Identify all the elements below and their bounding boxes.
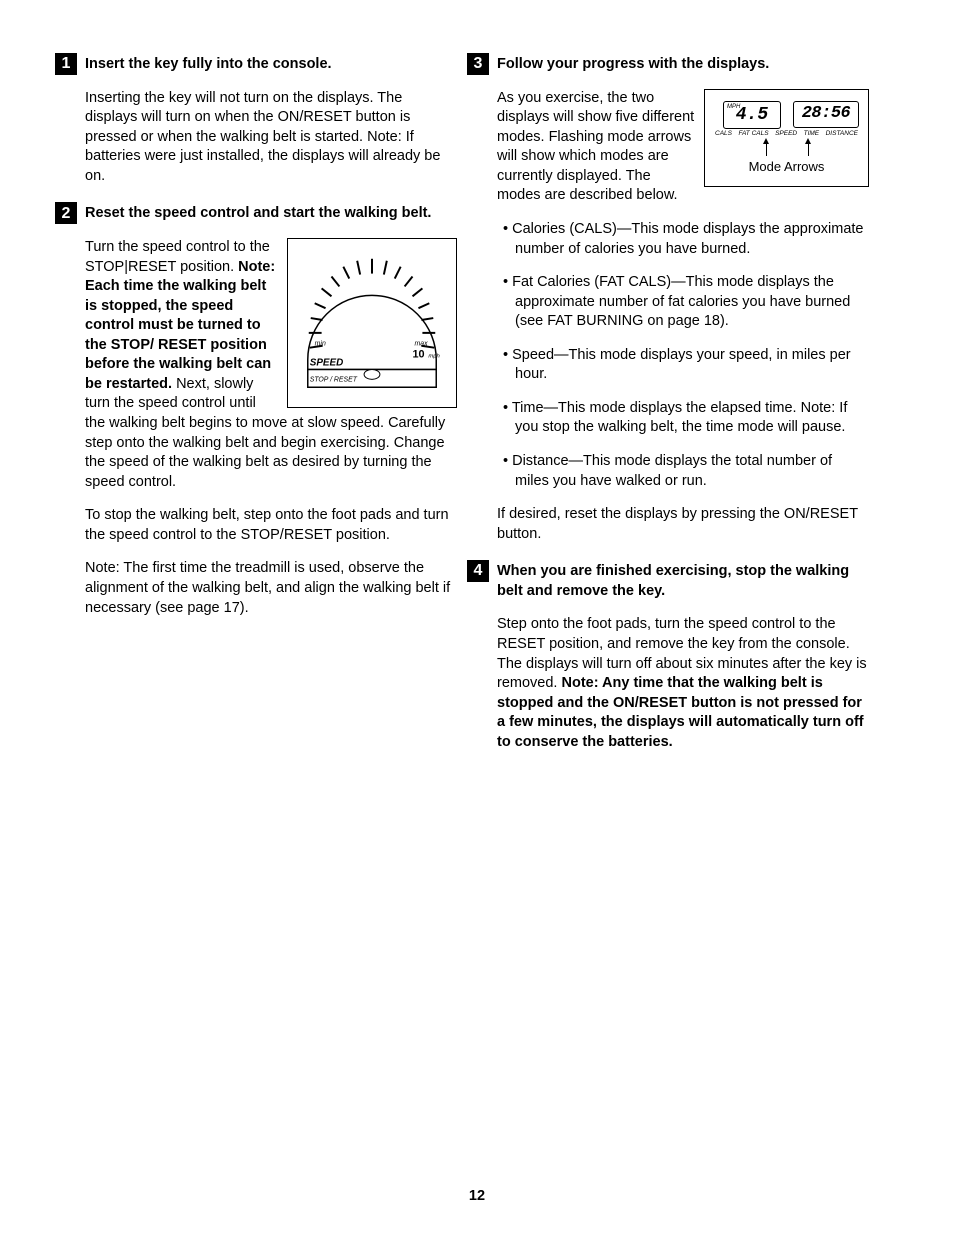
step-1: 1 Insert the key fully into the console.… [85, 55, 457, 186]
mph-label-dial: mph [428, 354, 440, 360]
two-column-layout: 1 Insert the key fully into the console.… [85, 55, 869, 770]
step-body: Inserting the key will not turn on the d… [85, 89, 457, 187]
stop-reset-label: STOP / RESET [310, 376, 358, 383]
paragraph: If desired, reset the displays by pressi… [497, 505, 869, 544]
step-number-badge: 4 [467, 560, 489, 582]
step-3: 3 Follow your progress with the displays… [497, 55, 869, 544]
mode-labels-row: CALS FAT CALS SPEED TIME DISTANCE [715, 130, 858, 139]
paragraph: Step onto the foot pads, turn the speed … [497, 615, 869, 752]
step-number-badge: 1 [55, 53, 77, 75]
speed-dial-figure: min max 10 mph SPEED STOP / RESET [287, 238, 457, 408]
paragraph: To stop the walking belt, step onto the … [85, 506, 457, 545]
lcd-right: 28:56 [793, 101, 859, 128]
paragraph-text: As you exercise, the two displays will s… [497, 90, 694, 204]
mode-arrows-label: Mode Arrows [705, 158, 868, 176]
bullet-item: Distance—This mode displays the total nu… [503, 452, 869, 491]
step-2: 2 Reset the speed control and start the … [85, 204, 457, 618]
display-panel-figure: MPH 4.5 28:56 CALS FAT CALS SPEED TIME D… [704, 89, 869, 187]
arrow-line [808, 144, 809, 156]
left-column: 1 Insert the key fully into the console.… [85, 55, 457, 770]
step-title: Reset the speed control and start the wa… [85, 205, 431, 221]
step-title: Follow your progress with the displays. [497, 56, 769, 72]
bullet-item: Calories (CALS)—This mode displays the a… [503, 220, 869, 259]
ten-label: 10 [413, 349, 425, 361]
step-title: When you are finished exercising, stop t… [497, 563, 849, 599]
speed-dial-svg: min max 10 mph SPEED STOP / RESET [288, 239, 456, 407]
step-4: 4 When you are finished exercising, stop… [497, 562, 869, 752]
mode-label: CALS [715, 130, 732, 139]
step-title: Insert the key fully into the console. [85, 56, 332, 72]
mode-label: SPEED [775, 130, 797, 139]
right-column: 3 Follow your progress with the displays… [497, 55, 869, 770]
lcd-left: 4.5 [723, 101, 781, 129]
step-body: min max 10 mph SPEED STOP / RESET Turn t… [85, 238, 457, 618]
page-number: 12 [0, 1187, 954, 1207]
step-body: MPH 4.5 28:56 CALS FAT CALS SPEED TIME D… [497, 89, 869, 545]
mode-label: DISTANCE [826, 130, 858, 139]
speed-label: SPEED [310, 357, 343, 368]
arrow-line [766, 144, 767, 156]
paragraph: Note: The first time the treadmill is us… [85, 559, 457, 618]
bullet-list: Calories (CALS)—This mode displays the a… [497, 220, 869, 491]
paragraph-with-figure: min max 10 mph SPEED STOP / RESET Turn t… [85, 238, 457, 492]
step-number-badge: 2 [55, 202, 77, 224]
step-body: Step onto the foot pads, turn the speed … [497, 615, 869, 752]
paragraph-with-figure: MPH 4.5 28:56 CALS FAT CALS SPEED TIME D… [497, 89, 869, 206]
paragraph: Inserting the key will not turn on the d… [85, 89, 457, 187]
min-label: min [315, 341, 326, 348]
bullet-item: Fat Calories (FAT CALS)—This mode displa… [503, 273, 869, 332]
bullet-item: Time—This mode displays the elapsed time… [503, 399, 869, 438]
step-number-badge: 3 [467, 53, 489, 75]
bullet-item: Speed—This mode displays your speed, in … [503, 346, 869, 385]
text-bold: Note: Each time the walking belt is stop… [85, 259, 275, 392]
max-label: max [414, 341, 428, 348]
